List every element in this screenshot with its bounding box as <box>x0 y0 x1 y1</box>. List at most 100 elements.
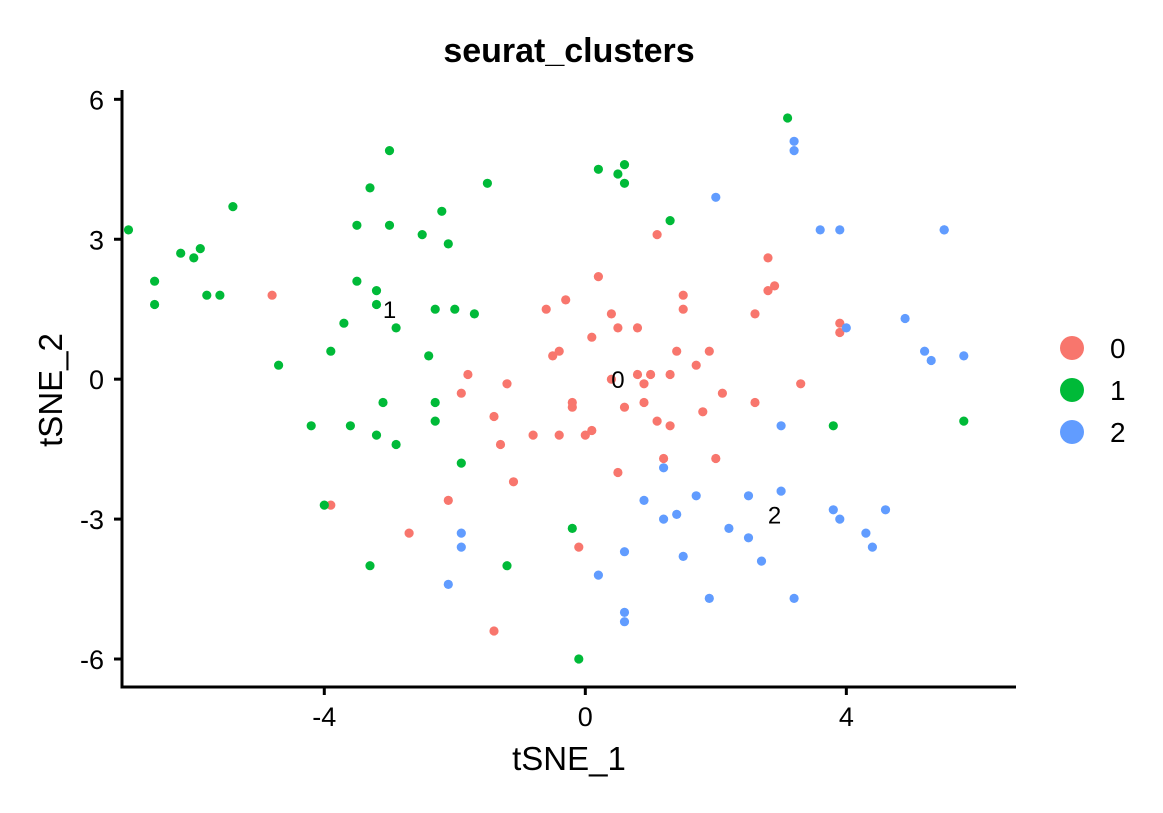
point-cluster-2-21 <box>789 593 799 604</box>
legend-label-1: 1 <box>1110 375 1126 406</box>
point-cluster-1-21 <box>371 286 382 296</box>
point-cluster-0-10 <box>528 430 538 440</box>
y-tick-label-0: -6 <box>80 645 104 675</box>
point-cluster-0-6 <box>489 411 499 422</box>
point-cluster-2-37 <box>959 351 969 361</box>
point-cluster-1-29 <box>430 397 440 408</box>
point-cluster-2-13 <box>704 593 714 604</box>
point-cluster-1-31 <box>430 304 440 314</box>
x-tick-label-0: -4 <box>312 702 336 732</box>
cluster-label-layer: 1 0 2 <box>383 297 781 529</box>
x-tick-label-1: 0 <box>578 702 593 732</box>
point-cluster-0-3 <box>443 495 453 505</box>
point-cluster-0-31 <box>639 379 649 389</box>
point-cluster-1-20 <box>371 430 382 440</box>
legend-label-2: 2 <box>1110 417 1126 448</box>
point-cluster-0-28 <box>632 323 643 333</box>
point-cluster-2-29 <box>861 528 871 538</box>
legend: 0 1 2 <box>1060 333 1126 448</box>
point-cluster-1-26 <box>391 439 401 450</box>
point-cluster-2-26 <box>835 514 845 524</box>
point-cluster-0-25 <box>613 467 623 478</box>
y-axis-title: tSNE_2 <box>32 333 69 447</box>
point-cluster-2-14 <box>711 192 721 202</box>
point-cluster-1-22 <box>378 397 388 408</box>
point-cluster-2-17 <box>743 533 754 543</box>
legend-key-0 <box>1060 336 1084 360</box>
point-cluster-0-27 <box>619 402 630 412</box>
point-cluster-2-7 <box>639 495 649 505</box>
point-cluster-1-42 <box>613 169 623 179</box>
point-cluster-0-53 <box>835 327 845 338</box>
y-tick-label-4: 6 <box>89 85 104 115</box>
point-cluster-1-37 <box>482 178 492 188</box>
point-cluster-2-34 <box>926 355 936 366</box>
point-cluster-1-6 <box>202 290 212 300</box>
point-cluster-2-8 <box>659 514 669 524</box>
point-cluster-0-22 <box>593 272 604 282</box>
point-cluster-1-34 <box>450 304 460 314</box>
point-cluster-2-24 <box>815 225 825 235</box>
point-cluster-1-0 <box>123 225 134 235</box>
point-cluster-2-30 <box>867 542 878 552</box>
y-tick-label-3: 3 <box>89 225 104 255</box>
point-cluster-2-32 <box>900 313 910 324</box>
point-cluster-0-2 <box>404 528 414 538</box>
point-cluster-1-27 <box>417 230 427 240</box>
point-cluster-2-6 <box>619 547 630 557</box>
chart-title: seurat_clusters <box>443 32 694 70</box>
point-cluster-2-15 <box>724 523 734 534</box>
point-cluster-0-36 <box>665 421 675 431</box>
point-cluster-2-22 <box>789 136 799 146</box>
point-cluster-0-32 <box>646 369 656 380</box>
x-tick-label-2: 4 <box>839 702 854 732</box>
point-cluster-2-31 <box>880 505 891 515</box>
point-cluster-0-29 <box>632 369 643 380</box>
point-cluster-0-20 <box>587 332 597 342</box>
point-cluster-2-1 <box>456 528 466 538</box>
point-cluster-1-5 <box>195 244 205 254</box>
point-cluster-2-19 <box>776 421 786 431</box>
point-cluster-0-50 <box>770 281 780 291</box>
point-cluster-2-20 <box>776 486 786 496</box>
point-cluster-1-48 <box>959 416 969 426</box>
point-cluster-0-7 <box>495 439 506 450</box>
point-cluster-1-47 <box>828 421 838 431</box>
legend-key-2 <box>1060 420 1084 444</box>
point-cluster-0-24 <box>606 374 617 384</box>
point-cluster-0-46 <box>750 397 760 408</box>
point-cluster-2-0 <box>443 579 453 590</box>
point-cluster-1-7 <box>215 290 225 300</box>
point-cluster-2-23 <box>789 146 799 156</box>
cluster-label-0: 0 <box>611 367 624 394</box>
point-cluster-0-9 <box>508 477 519 487</box>
point-cluster-1-35 <box>456 458 466 468</box>
point-cluster-1-36 <box>469 309 479 319</box>
point-cluster-2-12 <box>691 491 701 501</box>
point-cluster-1-25 <box>391 323 401 333</box>
point-cluster-0-54 <box>489 626 499 636</box>
point-cluster-2-5 <box>619 617 630 627</box>
point-cluster-2-18 <box>756 556 767 566</box>
point-cluster-0-41 <box>691 360 701 370</box>
point-cluster-0-39 <box>678 290 688 300</box>
point-cluster-0-13 <box>554 430 564 440</box>
point-cluster-1-38 <box>502 561 512 571</box>
axes <box>120 90 1016 689</box>
point-cluster-1-32 <box>437 206 447 216</box>
point-cluster-1-30 <box>430 416 440 426</box>
point-cluster-2-28 <box>841 323 851 333</box>
point-cluster-0-48 <box>763 286 773 296</box>
point-cluster-1-4 <box>189 253 199 263</box>
point-cluster-1-14 <box>345 421 355 431</box>
point-cluster-2-33 <box>920 346 930 356</box>
point-cluster-1-8 <box>228 202 238 212</box>
point-cluster-1-18 <box>365 561 375 571</box>
point-cluster-0-37 <box>665 369 675 380</box>
point-cluster-0-40 <box>678 304 688 314</box>
point-cluster-1-44 <box>619 160 630 170</box>
point-cluster-1-11 <box>319 500 329 510</box>
point-cluster-0-38 <box>672 346 682 356</box>
point-cluster-0-42 <box>698 407 708 417</box>
